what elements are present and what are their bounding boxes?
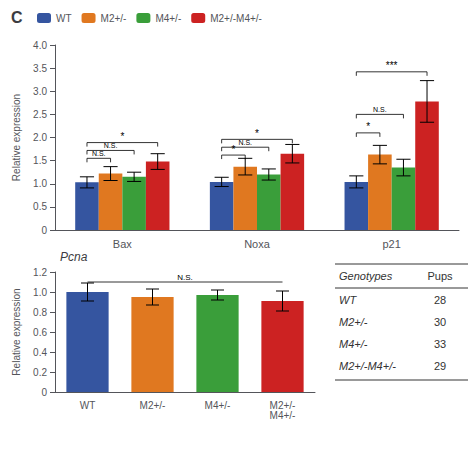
svg-text:2.5: 2.5 [33,109,47,120]
svg-text:***: *** [386,60,398,71]
svg-text:N.S.: N.S. [238,139,252,146]
svg-text:Bax: Bax [113,238,132,250]
svg-text:1.5: 1.5 [33,155,47,166]
svg-text:N.S.: N.S. [92,150,106,157]
svg-text:0.2: 0.2 [33,367,47,378]
svg-text:N.S.: N.S. [104,142,118,149]
svg-text:WT: WT [339,294,357,306]
svg-text:M4+/-: M4+/- [155,13,181,24]
svg-text:WT: WT [80,400,96,411]
svg-text:33: 33 [434,338,446,350]
svg-text:M4+/-: M4+/- [270,410,296,421]
svg-text:Relative expression: Relative expression [11,94,22,181]
svg-text:0.8: 0.8 [33,307,47,318]
svg-text:1.2: 1.2 [33,267,47,278]
svg-text:0: 0 [41,387,47,398]
svg-text:0.5: 0.5 [33,201,47,212]
svg-text:Relative expression: Relative expression [11,288,22,375]
svg-text:N.S.: N.S. [177,273,193,282]
svg-text:Genotypes: Genotypes [339,270,393,282]
svg-text:M4+/-: M4+/- [339,338,368,350]
svg-text:C: C [11,9,23,26]
svg-text:Noxa: Noxa [244,238,271,250]
svg-text:1.0: 1.0 [33,178,47,189]
svg-text:1.0: 1.0 [33,287,47,298]
svg-text:M2+/-: M2+/- [140,400,166,411]
svg-text:3.5: 3.5 [33,63,47,74]
svg-text:*: * [255,128,259,139]
svg-text:4.0: 4.0 [33,40,47,51]
svg-text:M2+/-: M2+/- [269,399,296,411]
svg-text:30: 30 [434,316,446,328]
svg-text:M2+/-M4+/-: M2+/-M4+/- [210,13,262,24]
svg-text:29: 29 [434,360,446,372]
svg-text:M2+/-M4+/-: M2+/-M4+/- [339,360,396,372]
svg-text:0: 0 [41,225,47,236]
svg-text:*: * [366,121,370,132]
svg-text:p21: p21 [382,238,400,250]
svg-text:WT: WT [56,13,72,24]
svg-text:2.0: 2.0 [33,132,47,143]
svg-text:3.0: 3.0 [33,86,47,97]
svg-text:N.S.: N.S. [373,106,387,113]
svg-text:M2+/-: M2+/- [339,316,368,328]
svg-text:0.6: 0.6 [33,327,47,338]
svg-text:Pups: Pups [427,270,453,282]
svg-text:0.4: 0.4 [33,347,47,358]
svg-text:*: * [120,131,124,142]
svg-text:*: * [231,144,235,155]
svg-text:M4+/-: M4+/- [205,400,231,411]
svg-text:M2+/-: M2+/- [101,13,127,24]
svg-text:Pcna: Pcna [60,250,88,264]
svg-text:28: 28 [434,294,446,306]
